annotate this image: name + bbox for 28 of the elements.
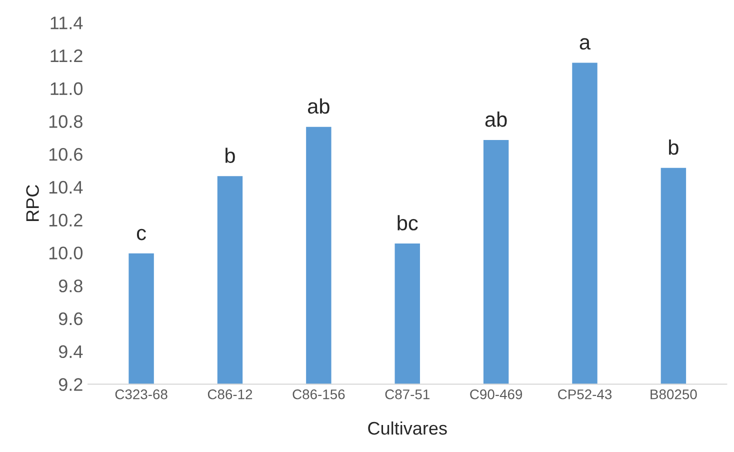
annotation: ab [308,98,330,114]
x-tick-label: B80250 [650,389,697,400]
y-tick-label: 9.2 [58,378,82,391]
x-axis-title: Cultivares [368,421,447,435]
x-tick-label: C86-156 [292,389,345,400]
y-tick-label: 10.2 [49,214,82,227]
y-tick-label: 10.8 [49,115,82,128]
x-tick-label: CP52-43 [558,389,612,400]
annotation: a [580,38,591,50]
annotation: ab [485,112,507,127]
y-axis-title: RPC [26,185,39,221]
x-tick-label: C87-51 [385,389,430,400]
x-tick-label: C90-469 [470,389,522,400]
y-tick-label: 11.2 [50,49,82,62]
y-tick-label: 10.6 [49,148,82,161]
x-tick-label: C323-68 [115,389,168,400]
y-tick-label: 10.4 [49,180,83,194]
annotation: c [136,228,146,240]
y-tick-label: 9.6 [58,312,82,326]
x-tick-label: C86-12 [208,389,252,400]
y-tick-label: 10.0 [49,246,83,260]
annotation: b [668,139,678,155]
annotation: bc [398,215,418,230]
annotation: b [226,148,235,164]
y-tick-label: 11.4 [50,16,83,30]
y-tick-label: 11.0 [50,82,83,96]
y-tick-label: 9.8 [58,280,82,292]
y-tick-label: 9.4 [58,345,83,358]
